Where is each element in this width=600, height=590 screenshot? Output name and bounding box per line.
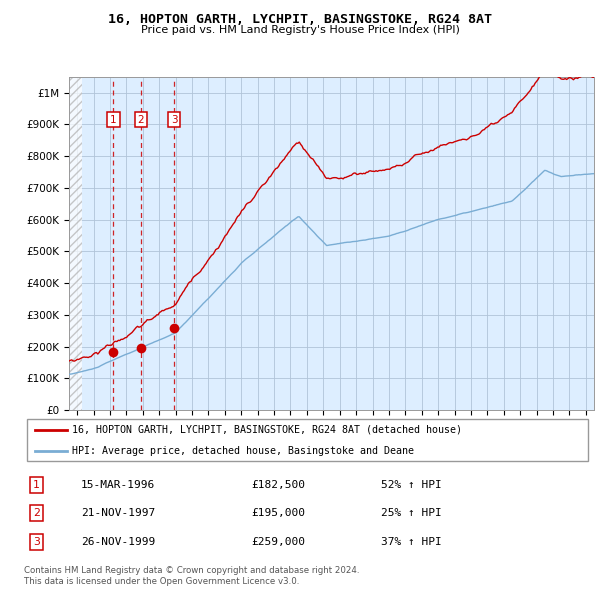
Text: 37% ↑ HPI: 37% ↑ HPI <box>381 537 442 546</box>
Bar <box>69 77 82 410</box>
Text: £182,500: £182,500 <box>251 480 305 490</box>
Text: 26-NOV-1999: 26-NOV-1999 <box>80 537 155 546</box>
FancyBboxPatch shape <box>27 419 588 461</box>
Text: 15-MAR-1996: 15-MAR-1996 <box>80 480 155 490</box>
Text: This data is licensed under the Open Government Licence v3.0.: This data is licensed under the Open Gov… <box>24 577 299 586</box>
Text: 3: 3 <box>33 537 40 546</box>
Text: £259,000: £259,000 <box>251 537 305 546</box>
Text: 2: 2 <box>33 509 40 518</box>
Text: 21-NOV-1997: 21-NOV-1997 <box>80 509 155 518</box>
Text: 2: 2 <box>138 114 145 124</box>
Text: £195,000: £195,000 <box>251 509 305 518</box>
Text: 16, HOPTON GARTH, LYCHPIT, BASINGSTOKE, RG24 8AT: 16, HOPTON GARTH, LYCHPIT, BASINGSTOKE, … <box>108 13 492 26</box>
Text: 16, HOPTON GARTH, LYCHPIT, BASINGSTOKE, RG24 8AT (detached house): 16, HOPTON GARTH, LYCHPIT, BASINGSTOKE, … <box>72 425 462 435</box>
Text: Contains HM Land Registry data © Crown copyright and database right 2024.: Contains HM Land Registry data © Crown c… <box>24 566 359 575</box>
Text: Price paid vs. HM Land Registry's House Price Index (HPI): Price paid vs. HM Land Registry's House … <box>140 25 460 35</box>
Text: HPI: Average price, detached house, Basingstoke and Deane: HPI: Average price, detached house, Basi… <box>72 446 414 456</box>
Text: 3: 3 <box>170 114 178 124</box>
Text: 25% ↑ HPI: 25% ↑ HPI <box>381 509 442 518</box>
Text: 1: 1 <box>33 480 40 490</box>
Text: 1: 1 <box>110 114 117 124</box>
Text: 52% ↑ HPI: 52% ↑ HPI <box>381 480 442 490</box>
